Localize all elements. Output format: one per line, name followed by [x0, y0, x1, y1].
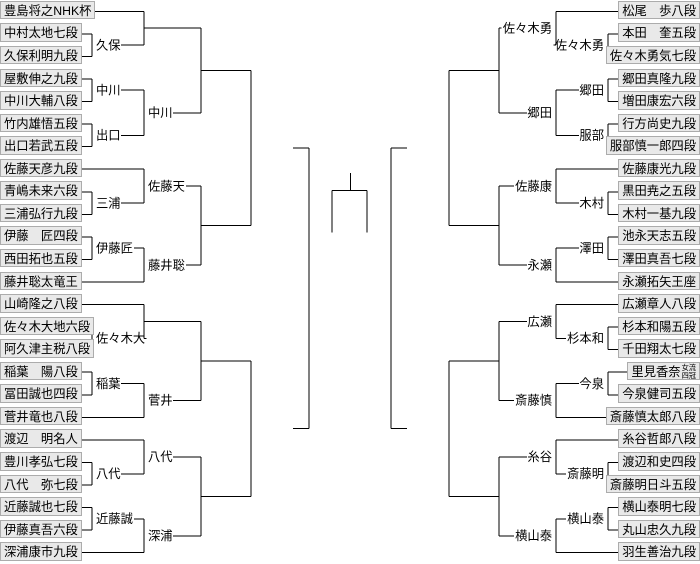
svg-text:澤田: 澤田 — [579, 241, 604, 255]
svg-text:伊藤匠: 伊藤匠 — [96, 241, 133, 255]
svg-text:広瀬: 広瀬 — [527, 315, 552, 329]
svg-text:郷田: 郷田 — [527, 106, 552, 120]
svg-text:杉本和: 杉本和 — [567, 332, 604, 346]
svg-text:出口: 出口 — [96, 129, 121, 143]
svg-text:三浦: 三浦 — [96, 196, 121, 210]
svg-text:菅井: 菅井 — [148, 394, 173, 408]
svg-text:横山泰: 横山泰 — [515, 529, 552, 543]
svg-text:八代: 八代 — [96, 467, 121, 481]
svg-text:近藤誠: 近藤誠 — [96, 512, 133, 526]
svg-text:今泉: 今泉 — [579, 376, 604, 391]
svg-text:久保: 久保 — [96, 38, 121, 52]
svg-text:斎藤慎: 斎藤慎 — [515, 394, 552, 408]
svg-text:斎藤明: 斎藤明 — [567, 467, 604, 481]
svg-text:深浦: 深浦 — [148, 529, 173, 543]
svg-text:永瀬: 永瀬 — [527, 258, 552, 272]
svg-text:佐々木大: 佐々木大 — [96, 332, 145, 346]
svg-text:横山泰: 横山泰 — [567, 512, 604, 526]
svg-text:郷田: 郷田 — [579, 84, 604, 98]
svg-text:中川: 中川 — [148, 105, 173, 120]
svg-text:佐藤天: 佐藤天 — [148, 179, 185, 193]
svg-text:藤井聡: 藤井聡 — [148, 258, 185, 272]
svg-text:佐々木勇: 佐々木勇 — [503, 22, 552, 36]
svg-text:服部: 服部 — [579, 129, 604, 143]
svg-text:糸谷: 糸谷 — [527, 449, 552, 464]
svg-text:中川: 中川 — [96, 83, 121, 98]
svg-text:木村: 木村 — [579, 196, 604, 210]
svg-text:稲葉: 稲葉 — [96, 377, 121, 391]
svg-text:八代: 八代 — [148, 450, 173, 464]
svg-text:佐々木勇: 佐々木勇 — [555, 38, 604, 52]
svg-text:佐藤康: 佐藤康 — [515, 179, 552, 193]
